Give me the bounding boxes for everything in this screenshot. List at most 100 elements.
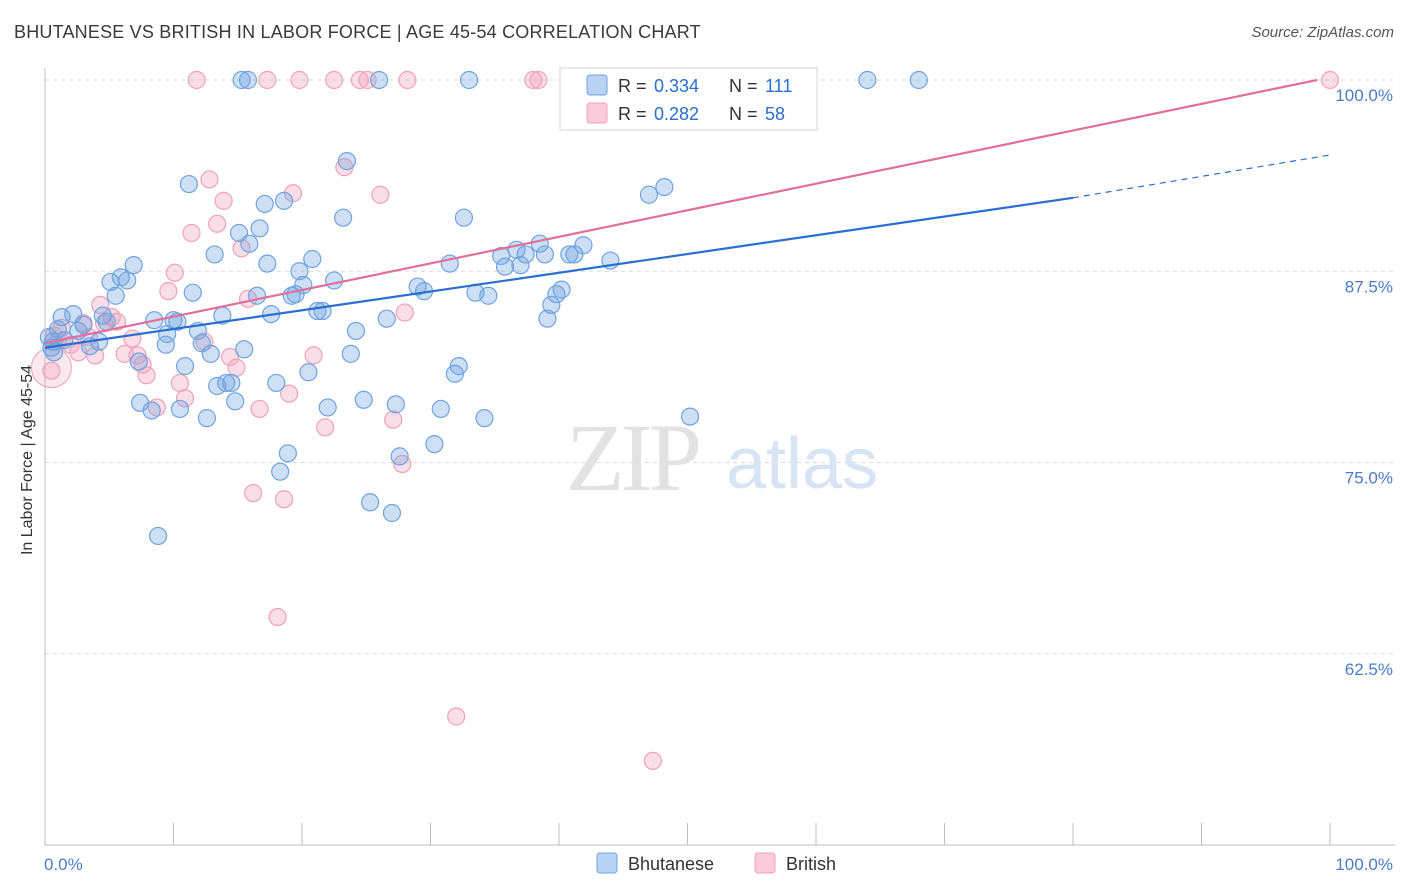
bhutanese-point [97,312,116,331]
y-tick-label-2: 87.5% [1345,277,1393,296]
british-point [147,398,166,417]
british-point [187,70,206,90]
bhutanese-point [255,194,274,214]
british-point [290,70,309,90]
bhutanese-point [148,526,168,546]
british-trend-line [44,78,1318,345]
bottom-legend-label-british: British [786,854,836,874]
bhutanese-point [390,447,409,466]
british-point [182,223,201,243]
bhutanese-point [197,409,217,428]
bhutanese-point [124,256,143,275]
bhutanese-point [492,246,511,266]
bhutanese-point [337,151,357,171]
bhutanese-trend-extension [1072,154,1331,199]
watermark-atlas: atlas [726,424,878,504]
bhutanese-points [39,70,928,546]
bhutanese-point [655,178,674,197]
x-tick-label-1: 100.0% [1335,855,1393,874]
british-point [304,346,323,365]
bhutanese-point [313,301,332,321]
british-point [371,185,390,204]
watermark-zip: ZIP [566,404,699,511]
bhutanese-point [425,435,444,454]
british-point [128,346,147,365]
legend-n-label-bhutanese: N = [729,76,758,96]
legend-n-value-bhutanese: 111 [765,76,792,96]
british-point [268,607,287,627]
british-point [524,70,543,90]
bhutanese-point [318,398,337,417]
legend-r-value-bhutanese: 0.334 [654,76,699,96]
british-point [274,490,294,509]
bhutanese-point [299,363,318,382]
watermark: ZIP atlas [566,404,878,511]
british-point [316,418,335,437]
british-point [447,707,466,726]
bhutanese-point [377,309,396,328]
legend-swatch-bhutanese [586,74,608,96]
legend-n-value-british: 58 [765,104,785,124]
bhutanese-point [354,390,373,409]
british-point [384,410,403,429]
british-point [220,347,240,367]
bhutanese-point [680,407,700,426]
bhutanese-point [346,321,366,341]
bhutanese-point [858,70,877,90]
british-point [91,295,110,315]
bhutanese-point [511,256,530,275]
y-tick-label-1: 75.0% [1345,469,1393,488]
british-point [159,282,178,301]
bhutanese-point [106,286,125,305]
british-point [1320,70,1340,90]
bhutanese-point [250,219,269,238]
british-point [165,263,184,282]
bhutanese-point [560,245,579,264]
legend-r-value-british: 0.282 [654,104,699,124]
bhutanese-point [574,236,593,255]
bhutanese-trend-line [44,196,1074,349]
bhutanese-point [222,373,241,393]
bhutanese-point [179,174,199,194]
bhutanese-point [303,249,322,269]
bhutanese-point [341,344,360,363]
bhutanese-point [175,357,195,376]
chart-title: BHUTANESE VS BRITISH IN LABOR FORCE | AG… [14,22,701,42]
bhutanese-point [475,409,494,428]
bhutanese-point [479,286,498,305]
bhutanese-point [271,462,290,481]
bhutanese-point [449,357,468,376]
bhutanese-point [201,344,220,363]
bhutanese-point [274,191,294,210]
chart-source: Source: ZipAtlas.com [1251,24,1394,41]
british-point [137,366,156,385]
bhutanese-point [235,340,254,359]
british-points [30,70,1340,770]
british-point [42,361,61,380]
bhutanese-point [386,395,405,414]
bhutanese-point [247,286,267,305]
legend: R = 0.334 N = 111 R = 0.282 N = 58 [559,67,818,131]
bhutanese-point [238,70,258,90]
bottom-legend: Bhutanese British [596,852,836,874]
british-point [227,358,246,377]
british-point [208,214,227,233]
bhutanese-point [408,277,427,296]
british-point [214,191,233,210]
bhutanese-point [325,271,344,290]
y-tick-label-3: 100.0% [1335,86,1393,105]
bhutanese-point [382,503,402,523]
british-point [398,70,417,90]
bhutanese-point [552,280,571,299]
bhutanese-point [535,245,554,264]
bhutanese-point [170,399,190,419]
bhutanese-point [639,185,659,204]
bhutanese-point [52,308,71,327]
x-tick-label-0: 0.0% [44,855,83,874]
bhutanese-point [431,399,450,419]
bhutanese-point [495,257,515,276]
bhutanese-point [454,208,474,227]
bhutanese-point [370,70,389,90]
bottom-legend-swatch-bhutanese [596,852,618,874]
bhutanese-point [290,262,309,281]
